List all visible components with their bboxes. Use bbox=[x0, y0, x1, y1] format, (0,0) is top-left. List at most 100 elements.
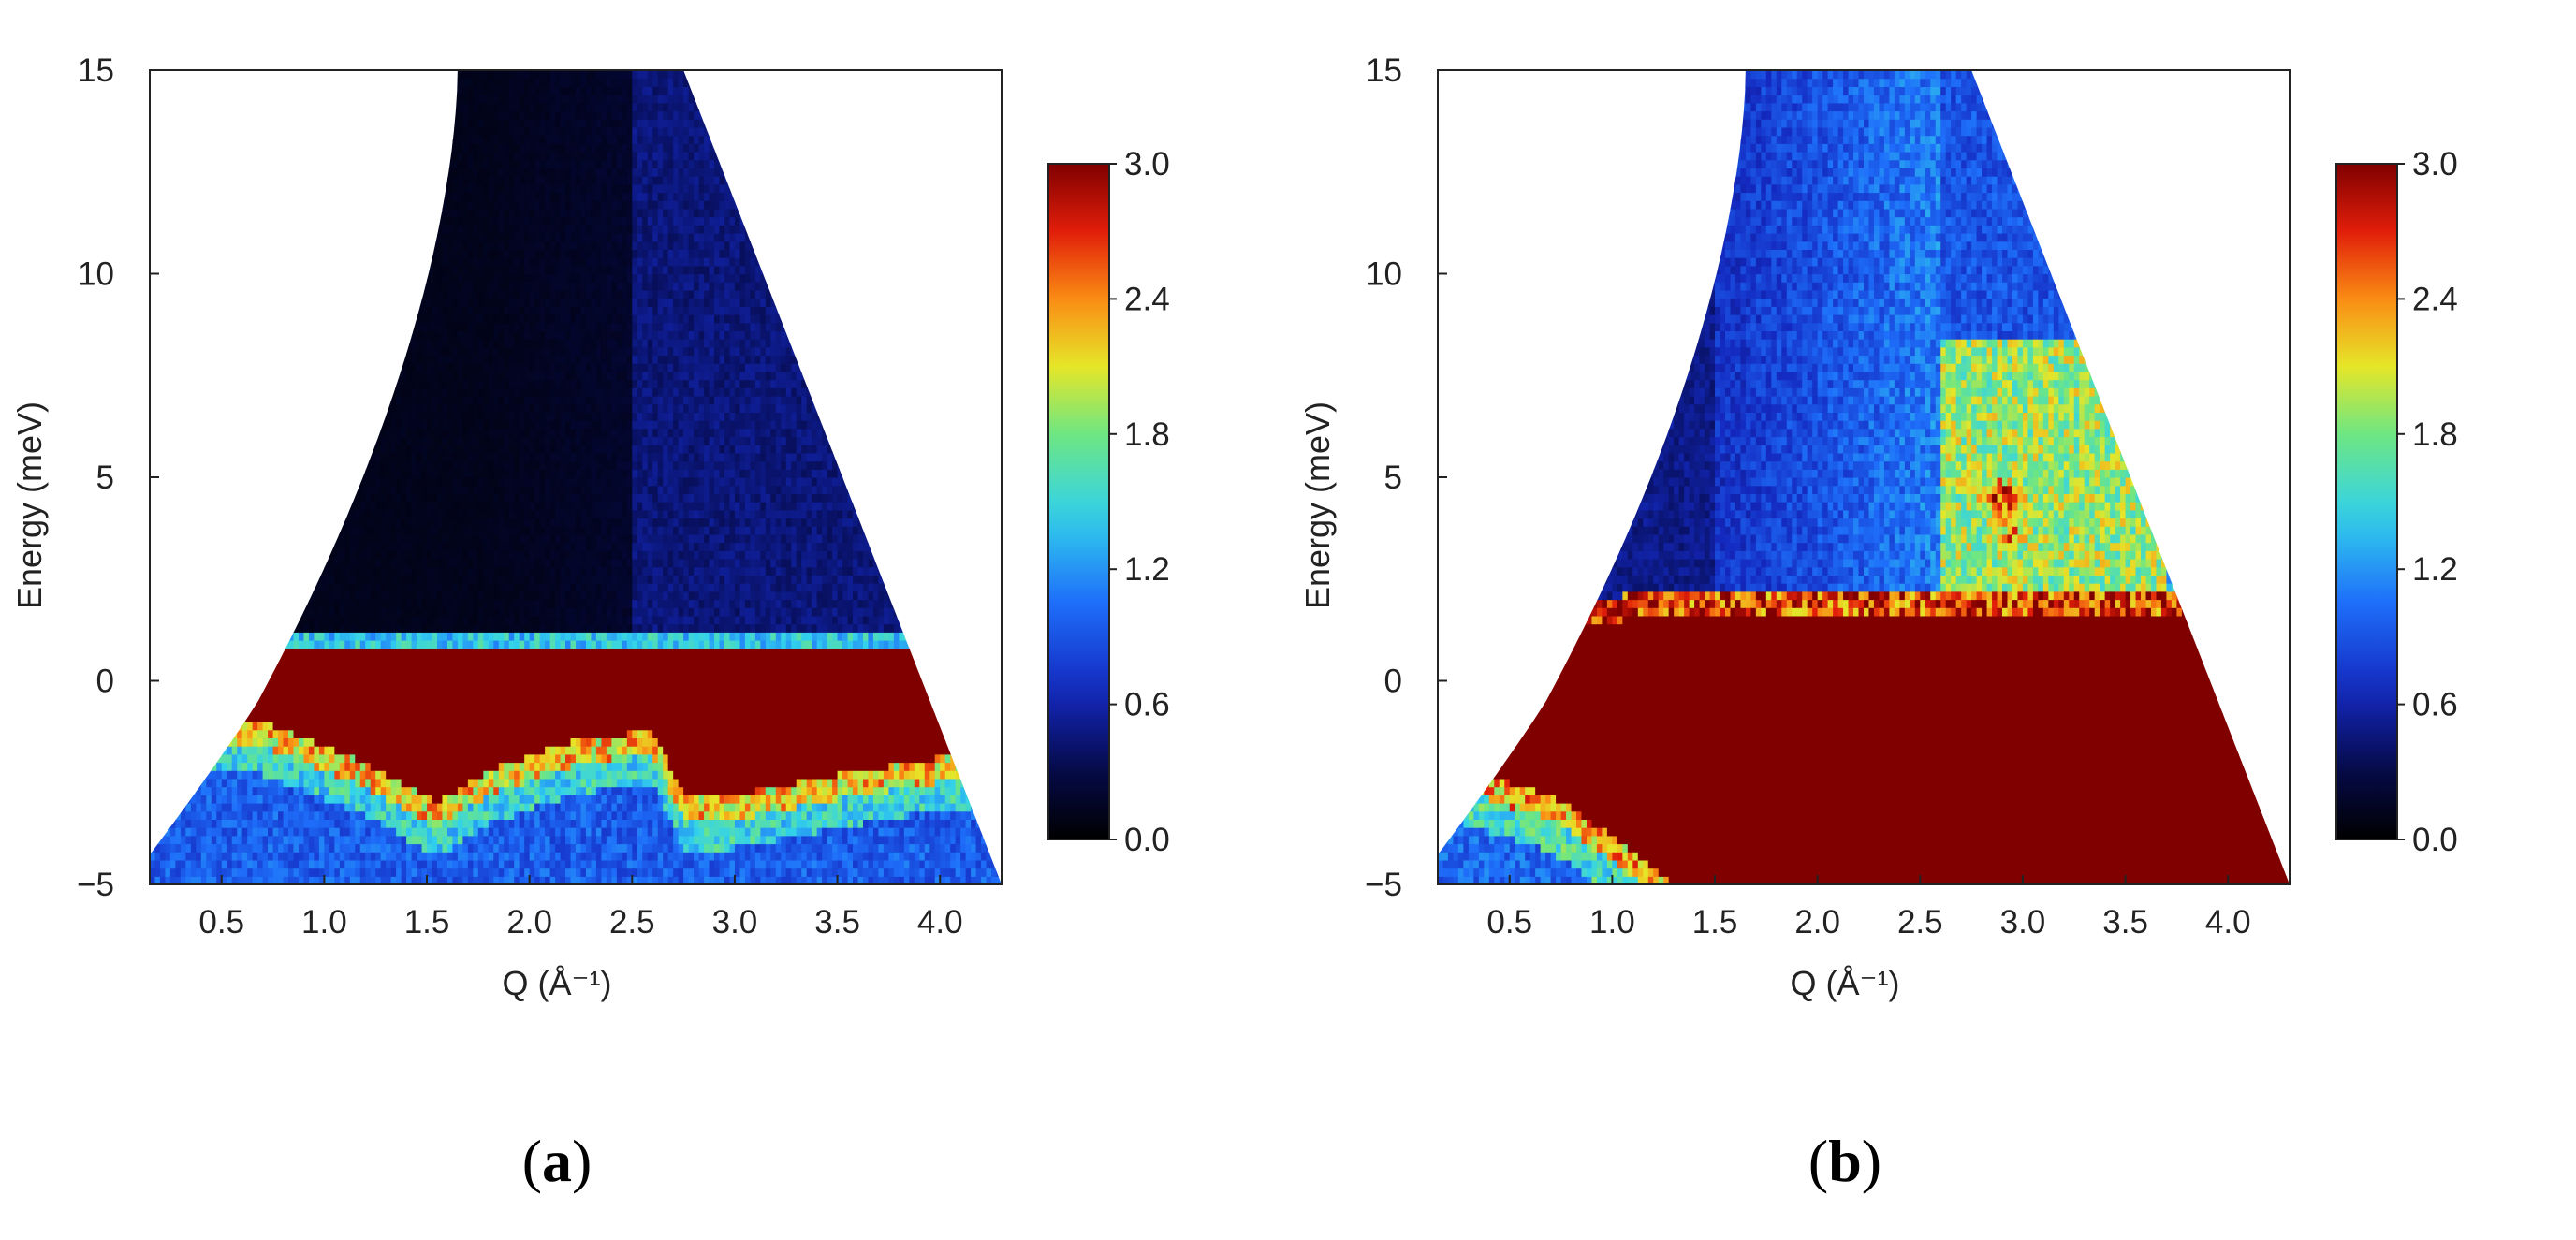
heatmap-cell bbox=[169, 257, 177, 267]
heatmap-cell bbox=[308, 672, 315, 682]
heatmap-cell bbox=[401, 485, 407, 494]
heatmap-cell bbox=[165, 713, 171, 722]
heatmap-cell bbox=[293, 493, 300, 503]
heatmap-cell bbox=[196, 623, 202, 633]
heatmap-cell bbox=[200, 713, 207, 722]
heatmap-cell bbox=[303, 566, 310, 576]
heatmap-cell bbox=[242, 249, 248, 258]
heatmap-cell bbox=[334, 273, 341, 283]
heatmap-cell bbox=[221, 396, 227, 405]
heatmap-cell bbox=[278, 876, 285, 884]
heatmap-cell bbox=[175, 664, 182, 674]
heatmap-cell bbox=[355, 452, 361, 462]
heatmap-cell bbox=[211, 778, 217, 788]
heatmap-cell bbox=[185, 810, 192, 820]
heatmap-cell bbox=[334, 396, 341, 405]
heatmap-cell bbox=[185, 273, 192, 283]
heatmap-cell bbox=[165, 753, 171, 764]
heatmap-cell bbox=[221, 680, 227, 690]
heatmap-cell bbox=[169, 176, 177, 185]
heatmap-cell bbox=[349, 729, 356, 738]
heatmap-cell bbox=[257, 859, 264, 869]
heatmap-cell bbox=[154, 70, 161, 80]
heatmap-cell bbox=[262, 493, 269, 503]
heatmap-cell bbox=[200, 216, 207, 226]
heatmap-cell bbox=[175, 810, 182, 820]
heatmap-cell bbox=[396, 623, 402, 633]
heatmap-cell bbox=[318, 469, 325, 478]
heatmap-cell bbox=[252, 859, 258, 869]
heatmap-cell bbox=[190, 208, 197, 218]
heatmap-cell bbox=[247, 70, 254, 80]
heatmap-cell bbox=[272, 533, 279, 544]
heatmap-cell bbox=[206, 803, 212, 812]
heatmap-cell bbox=[169, 403, 177, 413]
heatmap-cell bbox=[257, 339, 264, 348]
heatmap-cell bbox=[288, 729, 295, 738]
heatmap-cell bbox=[314, 835, 320, 845]
heatmap-cell bbox=[237, 852, 243, 861]
heatmap-cell bbox=[252, 436, 258, 445]
heatmap-cell bbox=[196, 786, 202, 795]
heatmap-cell bbox=[180, 355, 186, 364]
heatmap-cell bbox=[206, 533, 212, 544]
heatmap-cell bbox=[349, 273, 356, 283]
heatmap-cell bbox=[390, 452, 397, 462]
heatmap-cell bbox=[252, 485, 258, 494]
heatmap-cell bbox=[318, 778, 325, 788]
heatmap-cell bbox=[278, 599, 285, 608]
heatmap-cell bbox=[288, 656, 295, 665]
heatmap-cell bbox=[242, 533, 248, 544]
heatmap-cell bbox=[308, 445, 315, 454]
heatmap-cell bbox=[396, 803, 402, 812]
heatmap-cell bbox=[180, 753, 186, 764]
heatmap-cell bbox=[252, 183, 258, 194]
heatmap-cell bbox=[272, 159, 279, 168]
heatmap-cell bbox=[154, 762, 161, 771]
heatmap-cell bbox=[396, 241, 402, 250]
heatmap-cell bbox=[359, 298, 366, 307]
heatmap-cell bbox=[375, 289, 382, 299]
heatmap-cell bbox=[283, 689, 289, 698]
heatmap-cell bbox=[303, 86, 310, 95]
heatmap-cell bbox=[298, 102, 305, 112]
heatmap-cell bbox=[180, 819, 186, 828]
heatmap-cell bbox=[298, 786, 305, 795]
heatmap-cell bbox=[231, 403, 238, 413]
heatmap-cell bbox=[211, 746, 217, 755]
heatmap-cell bbox=[216, 770, 223, 780]
heatmap-cell bbox=[206, 705, 212, 714]
heatmap-cell bbox=[180, 403, 186, 413]
heatmap-cell bbox=[169, 648, 177, 657]
heatmap-cell bbox=[344, 623, 351, 633]
heatmap-cell bbox=[298, 591, 305, 601]
heatmap-cell bbox=[154, 859, 161, 869]
heatmap-cell bbox=[242, 159, 248, 168]
heatmap-cell bbox=[175, 387, 182, 397]
heatmap-cell bbox=[257, 396, 264, 405]
heatmap-cell bbox=[386, 282, 392, 291]
heatmap-cell bbox=[334, 591, 341, 601]
heatmap-cell bbox=[211, 672, 217, 682]
heatmap-cell bbox=[334, 403, 341, 413]
heatmap-cell bbox=[216, 152, 223, 161]
heatmap-cell bbox=[355, 95, 361, 104]
heatmap-cell bbox=[211, 298, 217, 307]
heatmap-cell bbox=[365, 330, 372, 340]
heatmap-cell bbox=[334, 559, 341, 568]
heatmap-cell bbox=[278, 241, 285, 250]
heatmap-cell bbox=[159, 778, 167, 788]
heatmap-cell bbox=[252, 95, 258, 104]
heatmap-cell bbox=[257, 330, 264, 340]
heatmap-cell bbox=[303, 200, 310, 210]
heatmap-cell bbox=[257, 469, 264, 478]
heatmap-cell bbox=[247, 656, 254, 665]
heatmap-cell bbox=[329, 485, 335, 494]
heatmap-cell bbox=[334, 502, 341, 511]
heatmap-cell bbox=[154, 485, 161, 494]
heatmap-cell bbox=[185, 502, 192, 511]
heatmap-cell bbox=[272, 126, 279, 137]
heatmap-cell bbox=[200, 559, 207, 568]
heatmap-cell bbox=[185, 339, 192, 348]
heatmap-cell bbox=[344, 852, 351, 861]
